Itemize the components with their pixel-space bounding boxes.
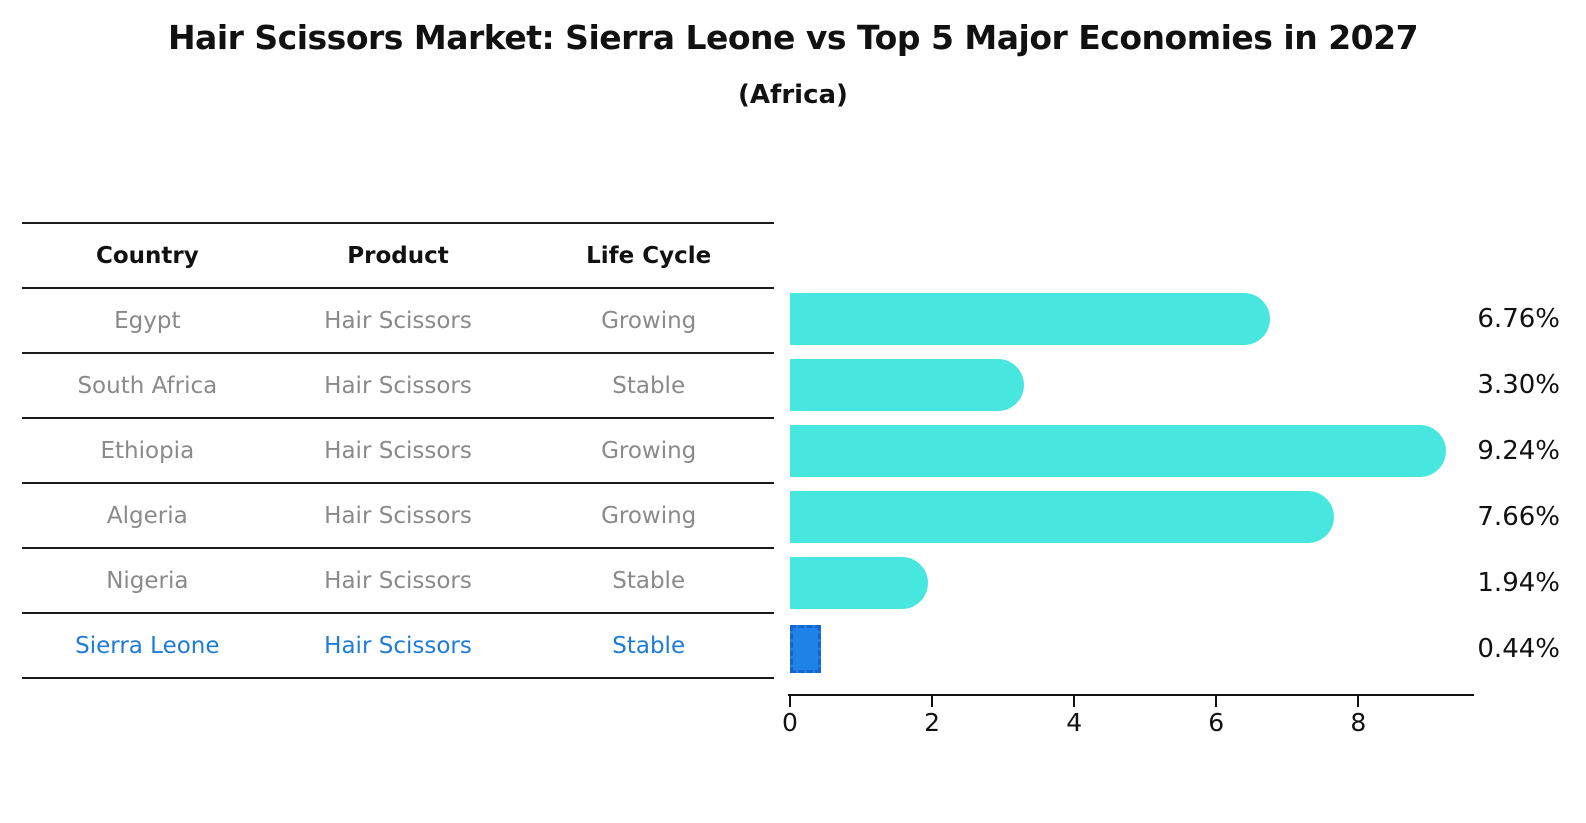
x-axis-tick-label-8: 8 [1350,708,1367,737]
country-table: Country Product Life Cycle Egypt Hair Scisso… [22,222,774,679]
cell-life-cycle: Stable [612,372,686,399]
x-axis-line [788,694,1474,696]
x-axis-tick-6 [1215,696,1218,707]
cell-product: Hair Scissors [324,502,472,529]
col-header-life-cycle: Life Cycle [586,242,712,269]
cell-product: Hair Scissors [324,567,472,594]
cell-product: Hair Scissors [324,437,472,464]
cell-country: Sierra Leone [75,632,220,659]
chart-subtitle: (Africa) [738,80,848,110]
bar-south-africa [790,359,1024,411]
cell-country: Egypt [114,307,181,334]
x-axis-tick-0 [789,696,791,707]
value-label-ethiopia: 9.24% [1477,436,1560,466]
cell-life-cycle: Growing [601,307,697,334]
x-axis-tick-label-4: 4 [1066,708,1083,737]
table-row: Egypt Hair Scissors Growing [22,289,774,354]
value-label-egypt: 6.76% [1477,304,1560,334]
cell-product: Hair Scissors [324,372,472,399]
cell-country: South Africa [77,372,218,399]
value-label-south-africa: 3.30% [1477,370,1560,400]
cell-country: Algeria [106,502,188,529]
table-row: Algeria Hair Scissors Growing [22,484,774,549]
bar-ethiopia [790,425,1446,477]
table-row: South Africa Hair Scissors Stable [22,354,774,419]
value-label-sierra-leone: 0.44% [1477,634,1560,664]
value-label-nigeria: 1.94% [1477,568,1560,598]
x-axis-tick-8 [1357,696,1360,707]
table-row: Sierra Leone Hair Scissors Stable [22,614,774,679]
bar-sierra-leone [790,625,821,673]
cell-life-cycle: Growing [601,502,697,529]
chart-title: Hair Scissors Market: Sierra Leone vs To… [167,18,1419,57]
table-header-row: Country Product Life Cycle [22,224,774,289]
col-header-country: Country [95,242,199,269]
cell-country: Nigeria [106,567,189,594]
x-axis-tick-4 [1073,696,1076,707]
x-axis-tick-label-2: 2 [924,708,941,737]
cell-life-cycle: Growing [601,437,697,464]
x-axis-tick-label-0: 0 [782,708,798,737]
cell-product: Hair Scissors [324,307,472,334]
cell-life-cycle: Stable [612,632,686,659]
x-axis-tick-2 [931,696,934,707]
cell-product: Hair Scissors [324,632,472,659]
table-row: Ethiopia Hair Scissors Growing [22,419,774,484]
value-label-algeria: 7.66% [1477,502,1560,532]
bar-egypt [790,293,1270,345]
bar-algeria [790,491,1334,543]
table-row: Nigeria Hair Scissors Stable [22,549,774,614]
cell-country: Ethiopia [100,437,195,464]
col-header-product: Product [347,242,449,269]
bar-nigeria [790,557,928,609]
x-axis-tick-label-6: 6 [1208,708,1225,737]
cell-life-cycle: Stable [612,567,686,594]
